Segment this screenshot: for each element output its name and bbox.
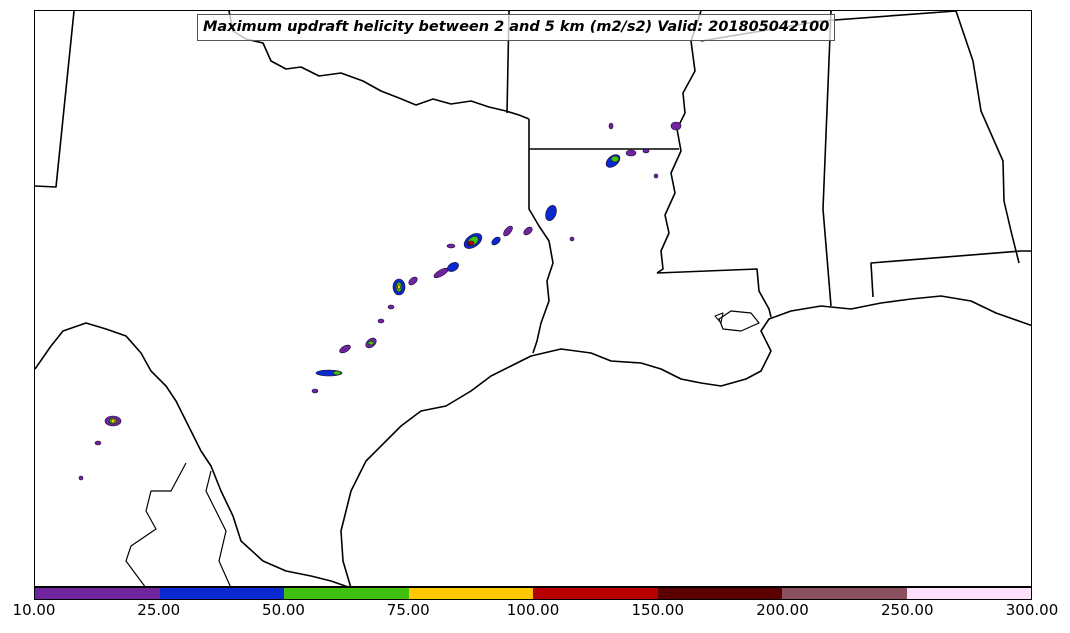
colorbar-tick-label: 250.00 (881, 601, 934, 619)
al-ga-border (955, 11, 1020, 264)
red-river-border (228, 11, 530, 120)
helicity-swaths (78, 121, 682, 481)
map-canvas (35, 11, 1031, 586)
al-fl-border (870, 250, 1031, 298)
mexico-state-border (205, 470, 231, 586)
colorbar-tick-label: 75.00 (386, 601, 430, 619)
colorbar-segment (284, 588, 409, 599)
colorbar-segment (35, 588, 160, 599)
colorbar-tick-label: 100.00 (506, 601, 560, 619)
colorbar-segment (408, 588, 533, 599)
colorbar-tick-label: 150.00 (631, 601, 685, 619)
colorbar-ticks: 10.00 25.00 50.00 75.00 100.00 150.00 200.00 25… (13, 601, 1059, 625)
map-title: Maximum updraft helicity between 2 and 5… (197, 14, 836, 41)
colorbar-segment (159, 588, 284, 599)
gulf-coastline (340, 295, 1031, 586)
colorbar (34, 587, 1032, 600)
la-ms-border (656, 268, 772, 318)
colorbar-tick-label: 200.00 (756, 601, 809, 619)
mexico-state-border (125, 462, 187, 586)
map-panel (34, 10, 1032, 587)
lake-pontchartrain (718, 310, 760, 332)
colorbar-segment (533, 588, 658, 599)
colorbar-tick-label: 300.00 (1005, 601, 1059, 619)
colorbar-segment (782, 588, 907, 599)
ms-al-border (822, 11, 832, 307)
colorbar-tick-label: 10.00 (12, 601, 56, 619)
colorbar-tick-label: 50.00 (262, 601, 305, 619)
rio-grande-border (35, 322, 348, 586)
colorbar-segment (657, 588, 782, 599)
lake-small (714, 312, 724, 324)
tx-east-border (528, 119, 554, 354)
mississippi-river (656, 11, 702, 274)
nm-border (35, 11, 75, 188)
colorbar-tick-label: 25.00 (137, 601, 181, 619)
colorbar-segment (906, 588, 1031, 599)
